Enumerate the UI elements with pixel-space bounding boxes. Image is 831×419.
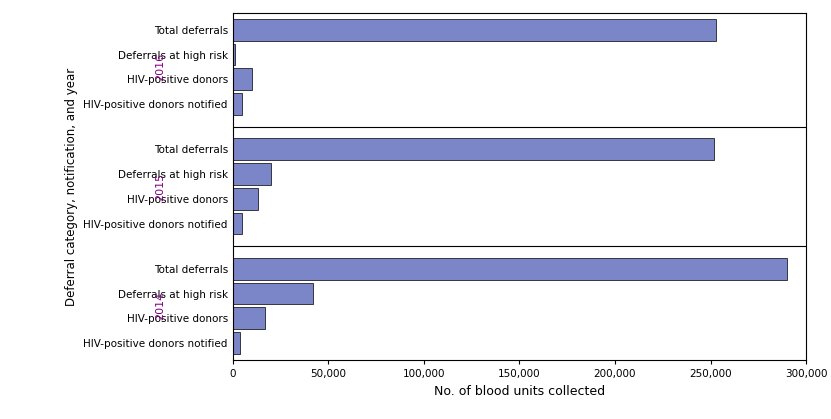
Text: 2014: 2014 <box>155 292 165 320</box>
Bar <box>233 163 271 185</box>
Bar <box>233 213 243 234</box>
Bar <box>233 19 716 41</box>
Bar <box>233 44 234 65</box>
Text: 2015: 2015 <box>155 172 165 201</box>
Bar <box>233 332 240 354</box>
Y-axis label: Deferral category, notification, and year: Deferral category, notification, and yea… <box>65 67 78 305</box>
X-axis label: No. of blood units collected: No. of blood units collected <box>434 385 605 398</box>
Bar <box>233 308 265 329</box>
Bar <box>233 258 787 280</box>
Bar <box>233 283 313 305</box>
Bar <box>233 188 258 210</box>
Text: 2016: 2016 <box>155 53 165 81</box>
Bar <box>233 68 252 90</box>
Bar <box>233 139 715 160</box>
Bar <box>233 93 243 115</box>
